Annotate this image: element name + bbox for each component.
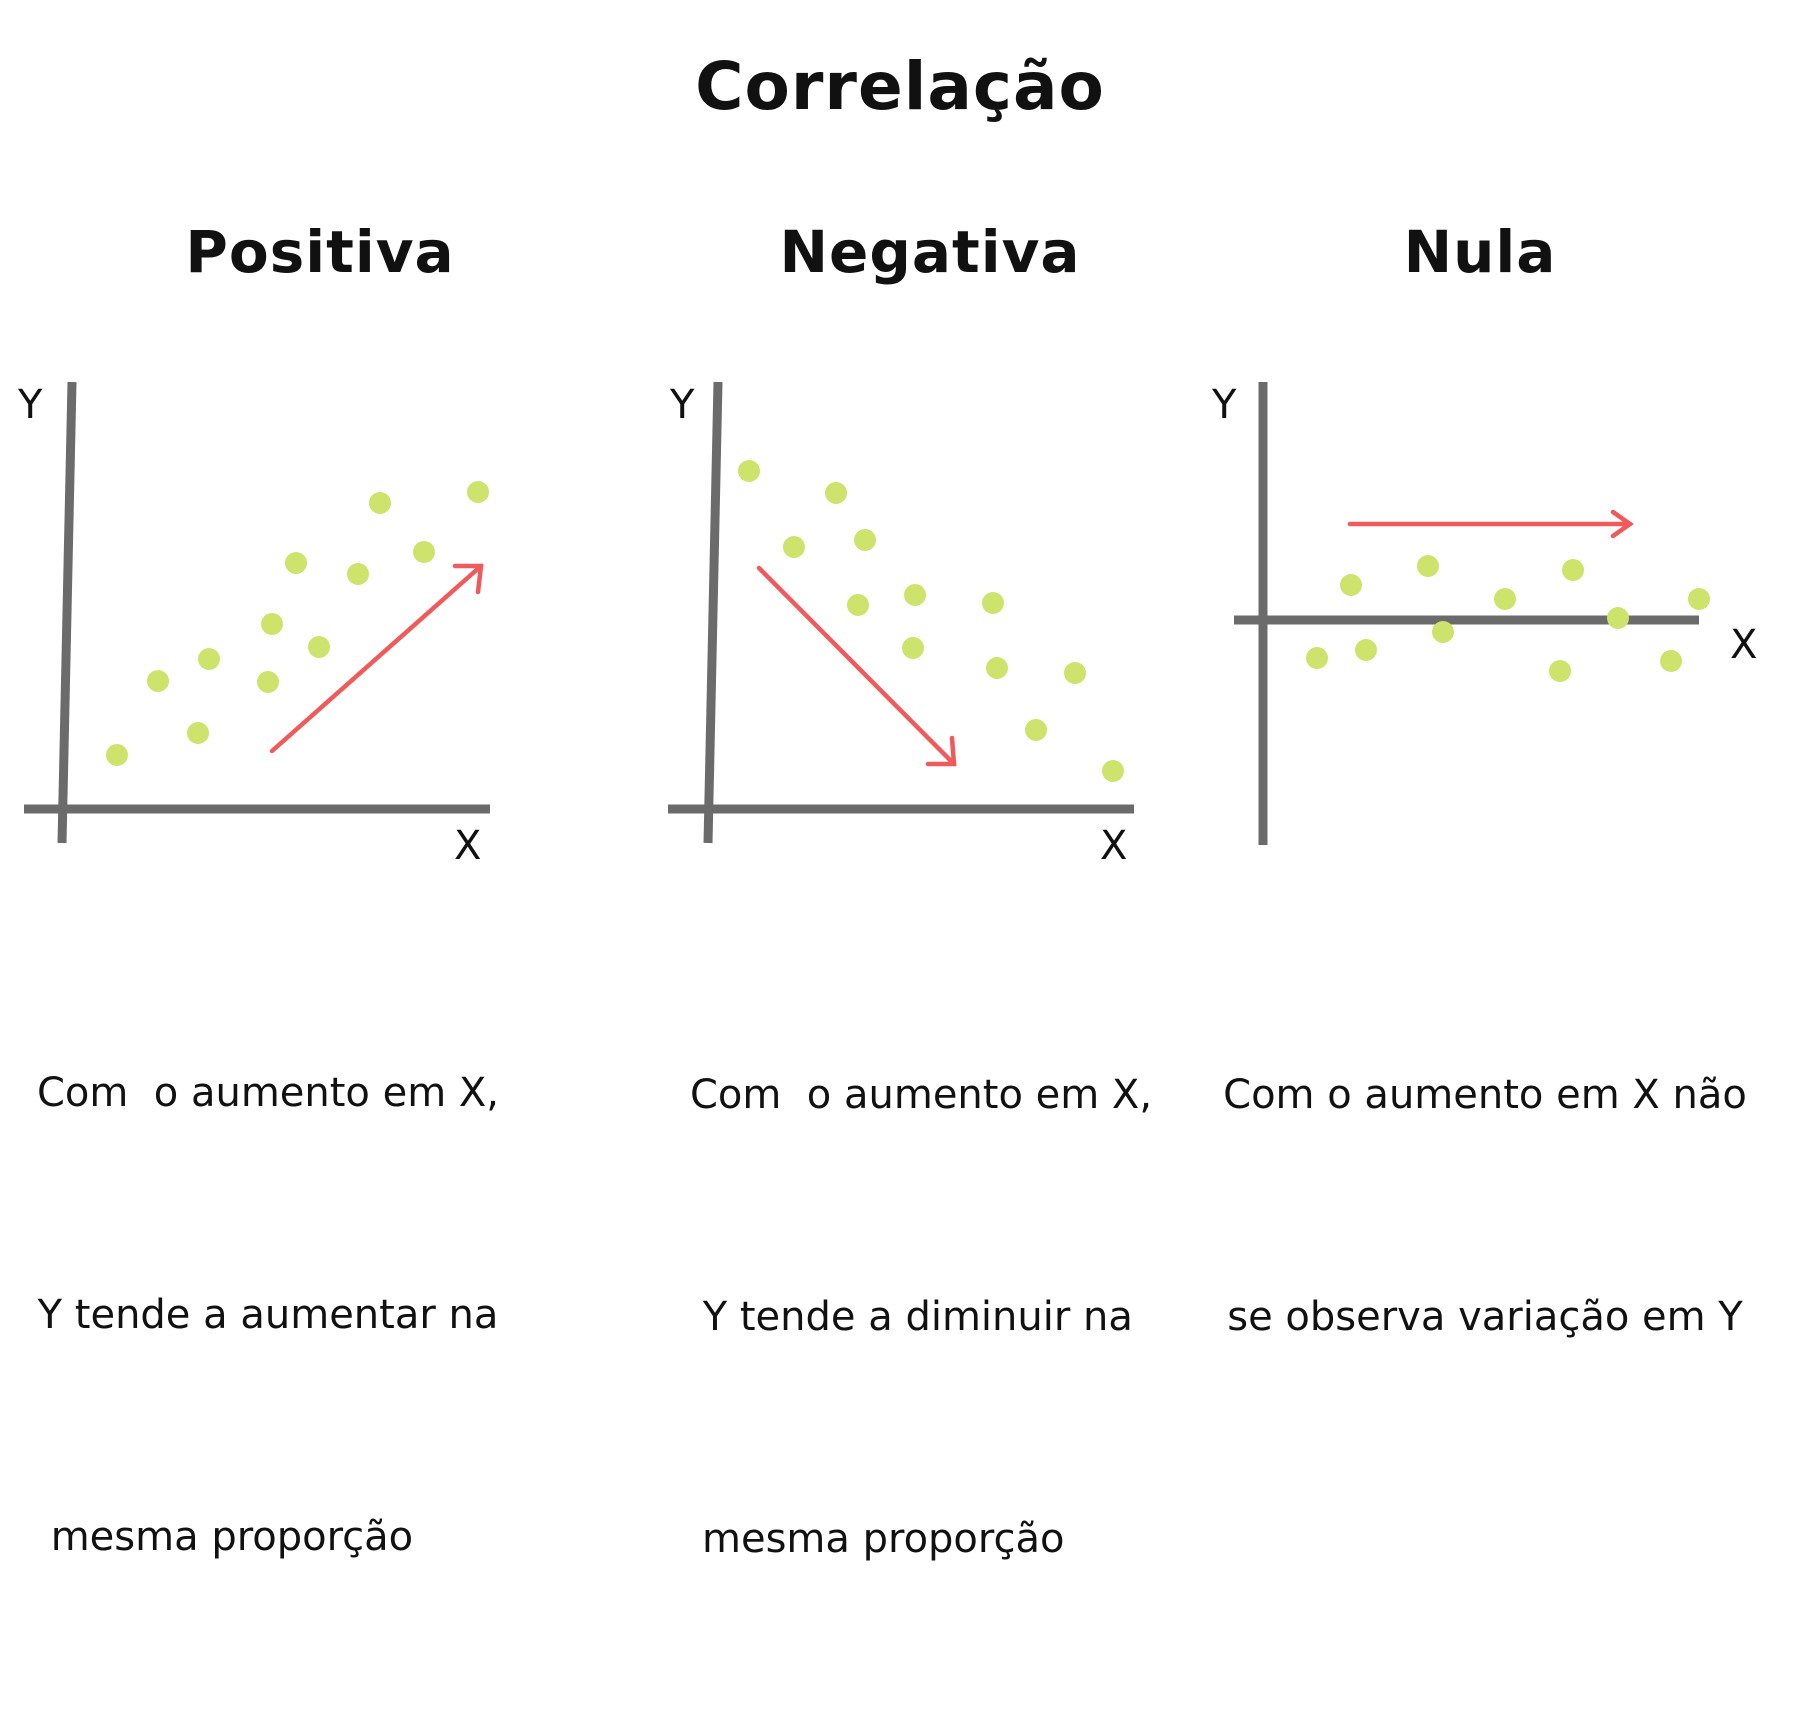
panel-negative: Negativa Y X Com o aumento em X, Y tende… [640,0,1240,1562]
y-axis-label: Y [1212,382,1237,428]
y-axis [57,381,77,844]
data-point [1102,760,1124,782]
trend-arrow [1347,509,1634,539]
data-point [854,529,876,551]
data-point [198,648,220,670]
data-point [257,671,279,693]
data-point [825,482,847,504]
data-point [783,536,805,558]
null-plot [1234,382,1710,845]
panel-title-positive: Positiva [185,218,455,286]
scatter-points [1306,555,1710,682]
data-point [467,481,489,503]
data-point [1549,660,1571,682]
scatter-points [106,481,489,766]
data-point [1025,719,1047,741]
description-line: mesma proporção [38,1514,414,1560]
data-point [1340,574,1362,596]
trend-arrow [269,563,484,754]
positive-plot [24,381,490,844]
data-point [1417,555,1439,577]
data-point [904,584,926,606]
data-point [261,613,283,635]
description-line: se observa variação em Y [1227,1294,1743,1340]
y-axis [703,381,723,844]
description-line: Y tende a aumentar na [37,1292,499,1338]
panel-null: Nula Y X Com o aumento em X não se obser… [1190,0,1790,1340]
data-point [147,670,169,692]
data-point [1355,639,1377,661]
data-point [413,541,435,563]
data-point [187,722,209,744]
scatter-points [738,460,1124,782]
description-line: mesma proporção [702,1516,1065,1562]
x-axis-label: X [1100,823,1128,869]
description-line: Com o aumento em X não [1223,1072,1747,1118]
data-point [1660,650,1682,672]
description-line: Com o aumento em X, [36,1070,500,1116]
y-axis-label: Y [18,382,43,428]
data-point [347,563,369,585]
data-point [308,636,330,658]
negative-plot [668,381,1134,844]
data-point [1494,588,1516,610]
data-point [1432,621,1454,643]
data-point [902,637,924,659]
description-line: Y tende a diminuir na [690,1294,1133,1340]
main-title: Correlação [695,48,1105,125]
description-negative: Com o aumento em X, Y tende a diminuir n… [690,910,1170,1724]
data-point [986,657,1008,679]
description-positive: Com o aumento em X, Y tende a aumentar n… [8,908,528,1722]
panel-title-null: Nula [1403,218,1557,286]
x-axis-label: X [454,823,482,869]
data-point [1306,647,1328,669]
trend-arrow [756,565,957,767]
data-point [369,492,391,514]
data-point [1688,588,1710,610]
panel-positive: Positiva Y X Com o aumento em X, Y tende… [0,0,600,1560]
description-line: Com o aumento em X, [690,1072,1153,1118]
data-point [285,552,307,574]
x-axis-label: X [1730,622,1758,668]
data-point [982,592,1004,614]
data-point [847,594,869,616]
data-point [106,744,128,766]
y-axis-label: Y [670,382,695,428]
panel-title-negative: Negativa [779,218,1081,286]
data-point [738,460,760,482]
description-null: Com o aumento em X não se observa variaç… [1190,910,1780,1502]
data-point [1064,662,1086,684]
data-point [1607,607,1629,629]
data-point [1562,559,1584,581]
